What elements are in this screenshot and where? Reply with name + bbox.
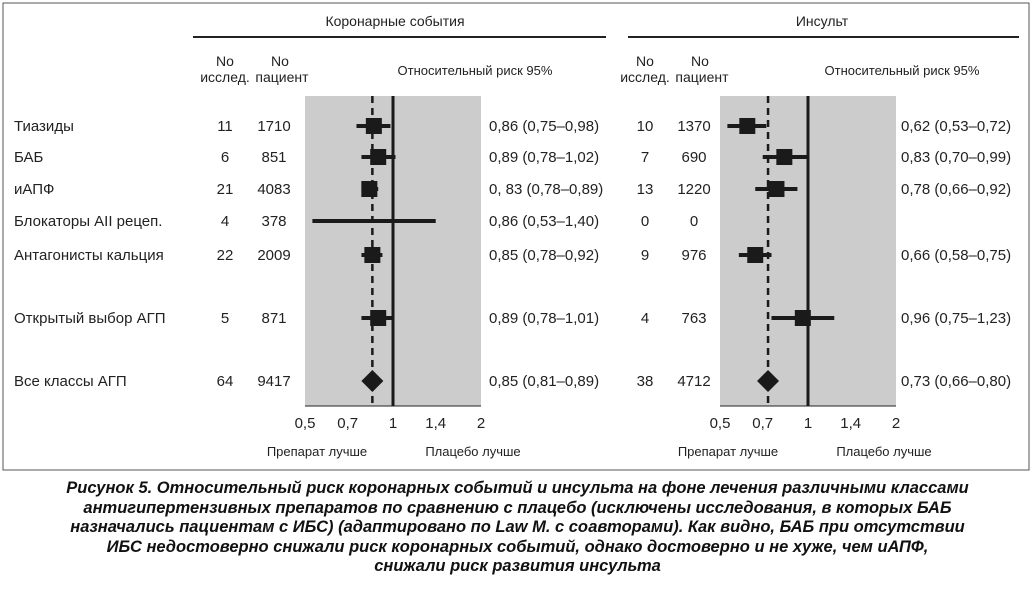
coronary-patients-count: 2009 [257, 247, 290, 264]
row-label: Открытый выбор АГП [14, 310, 166, 327]
coronary-estimate-square [370, 310, 387, 326]
stroke-studies-count: 4 [641, 310, 649, 327]
stroke-estimate-square [768, 181, 785, 197]
stroke-estimate-square [794, 310, 811, 326]
caption-line: назначались пациентам с ИБС) (адаптирова… [70, 518, 965, 536]
coronary-patients-count: 871 [261, 310, 286, 327]
coronary-patients-count: 9417 [257, 373, 290, 390]
stroke-studies-header-1: No [636, 53, 654, 69]
stroke-studies-header-2: исслед. [620, 69, 670, 85]
stroke-tick-label: 0,7 [752, 415, 773, 432]
stroke-patients-header-1: No [691, 53, 709, 69]
stroke-patients-count: 0 [690, 213, 698, 230]
caption-line: снижали риск развития инсульта [374, 557, 661, 575]
coronary-studies-header-1: No [216, 53, 234, 69]
stroke-patients-count: 763 [681, 310, 706, 327]
coronary-patients-count: 851 [261, 149, 286, 166]
stroke-rr-header: Относительный риск 95% [825, 63, 980, 78]
coronary-rr-value: 0,89 (0,78–1,01) [489, 310, 599, 327]
row-label: Блокаторы AII рецеп. [14, 213, 162, 230]
stroke-studies-count: 9 [641, 247, 649, 264]
coronary-title: Коронарные события [325, 13, 464, 29]
stroke-estimate-square [776, 149, 793, 165]
coronary-studies-count: 6 [221, 149, 229, 166]
figure-frame [2, 2, 1030, 471]
stroke-tick-label: 0,5 [710, 415, 731, 432]
stroke-studies-count: 38 [637, 373, 654, 390]
coronary-rr-value: 0,86 (0,53–1,40) [489, 213, 599, 230]
caption-line: ИБС недостоверно снижали риск коронарных… [106, 537, 929, 556]
coronary-tick-label: 0,5 [295, 415, 316, 432]
coronary-drug-better-label: Препарат лучше [267, 444, 367, 459]
coronary-pooled-diamond [361, 370, 384, 392]
coronary-rr-header: Относительный риск 95% [398, 63, 553, 78]
coronary-rr-value: 0,89 (0,78–1,02) [489, 149, 599, 166]
coronary-studies-count: 5 [221, 310, 229, 327]
stroke-patients-count: 976 [681, 247, 706, 264]
stroke-rr-value: 0,66 (0,58–0,75) [901, 247, 1011, 264]
coronary-studies-count: 22 [217, 247, 234, 264]
stroke-rr-value: 0,83 (0,70–0,99) [901, 149, 1011, 166]
stroke-patients-count: 1220 [677, 181, 710, 198]
coronary-patients-header-2: пациент [255, 69, 309, 85]
row-label: иАПФ [14, 181, 54, 198]
coronary-tick-label: 1,4 [425, 415, 446, 432]
coronary-estimate-square [364, 247, 381, 263]
coronary-placebo-better-label: Плацебо лучше [425, 444, 520, 459]
stroke-patients-count: 4712 [677, 373, 710, 390]
stroke-rr-value: 0,73 (0,66–0,80) [901, 373, 1011, 390]
coronary-patients-count: 378 [261, 213, 286, 230]
coronary-studies-header-2: исслед. [200, 69, 250, 85]
coronary-estimate-square [365, 118, 382, 134]
stroke-studies-count: 7 [641, 149, 649, 166]
coronary-tick-label: 0,7 [337, 415, 358, 432]
row-label: Антагонисты кальция [14, 247, 164, 264]
stroke-rr-value: 0,62 (0,53–0,72) [901, 118, 1011, 135]
coronary-studies-count: 11 [217, 118, 233, 135]
coronary-rr-value: 0, 83 (0,78–0,89) [489, 181, 603, 198]
coronary-tick-label: 1 [389, 415, 397, 432]
row-label: Все классы АГП [14, 373, 127, 390]
caption-line: Рисунок 5. Относительный риск коронарных… [66, 479, 969, 497]
coronary-studies-count: 64 [217, 373, 234, 390]
stroke-forest-marks [727, 96, 835, 406]
stroke-tick-label: 2 [892, 415, 900, 432]
stroke-patients-header-2: пациент [675, 69, 729, 85]
coronary-rr-value: 0,85 (0,81–0,89) [489, 373, 599, 390]
coronary-estimate-square [361, 181, 378, 197]
coronary-patients-count: 1710 [257, 118, 290, 135]
stroke-rr-value: 0,96 (0,75–1,23) [901, 310, 1011, 327]
stroke-rr-value: 0,78 (0,66–0,92) [901, 181, 1011, 198]
coronary-rr-value: 0,86 (0,75–0,98) [489, 118, 599, 135]
coronary-studies-count: 4 [221, 213, 229, 230]
stroke-tick-label: 1,4 [840, 415, 861, 432]
stroke-placebo-better-label: Плацебо лучше [836, 444, 931, 459]
row-label: БАБ [14, 149, 44, 166]
stroke-tick-label: 1 [804, 415, 812, 432]
stroke-estimate-square [747, 247, 764, 263]
stroke-title: Инсульт [796, 13, 849, 29]
stroke-pooled-diamond [757, 370, 780, 392]
caption-line: антигипертензивных препаратов по сравнен… [83, 498, 952, 517]
stroke-estimate-square [739, 118, 756, 134]
coronary-patients-header-1: No [271, 53, 289, 69]
coronary-estimate-square [370, 149, 387, 165]
coronary-tick-label: 2 [477, 415, 485, 432]
coronary-patients-count: 4083 [257, 181, 290, 198]
row-label: Тиазиды [14, 118, 74, 135]
stroke-studies-count: 13 [637, 181, 654, 198]
figure-caption: Рисунок 5. Относительный риск коронарных… [0, 479, 1035, 577]
coronary-studies-count: 21 [217, 181, 234, 198]
stroke-studies-count: 0 [641, 213, 649, 230]
stroke-patients-count: 1370 [677, 118, 710, 135]
stroke-patients-count: 690 [681, 149, 706, 166]
coronary-forest-marks [312, 96, 436, 406]
stroke-studies-count: 10 [637, 118, 654, 135]
stroke-drug-better-label: Препарат лучше [678, 444, 778, 459]
coronary-rr-value: 0,85 (0,78–0,92) [489, 247, 599, 264]
